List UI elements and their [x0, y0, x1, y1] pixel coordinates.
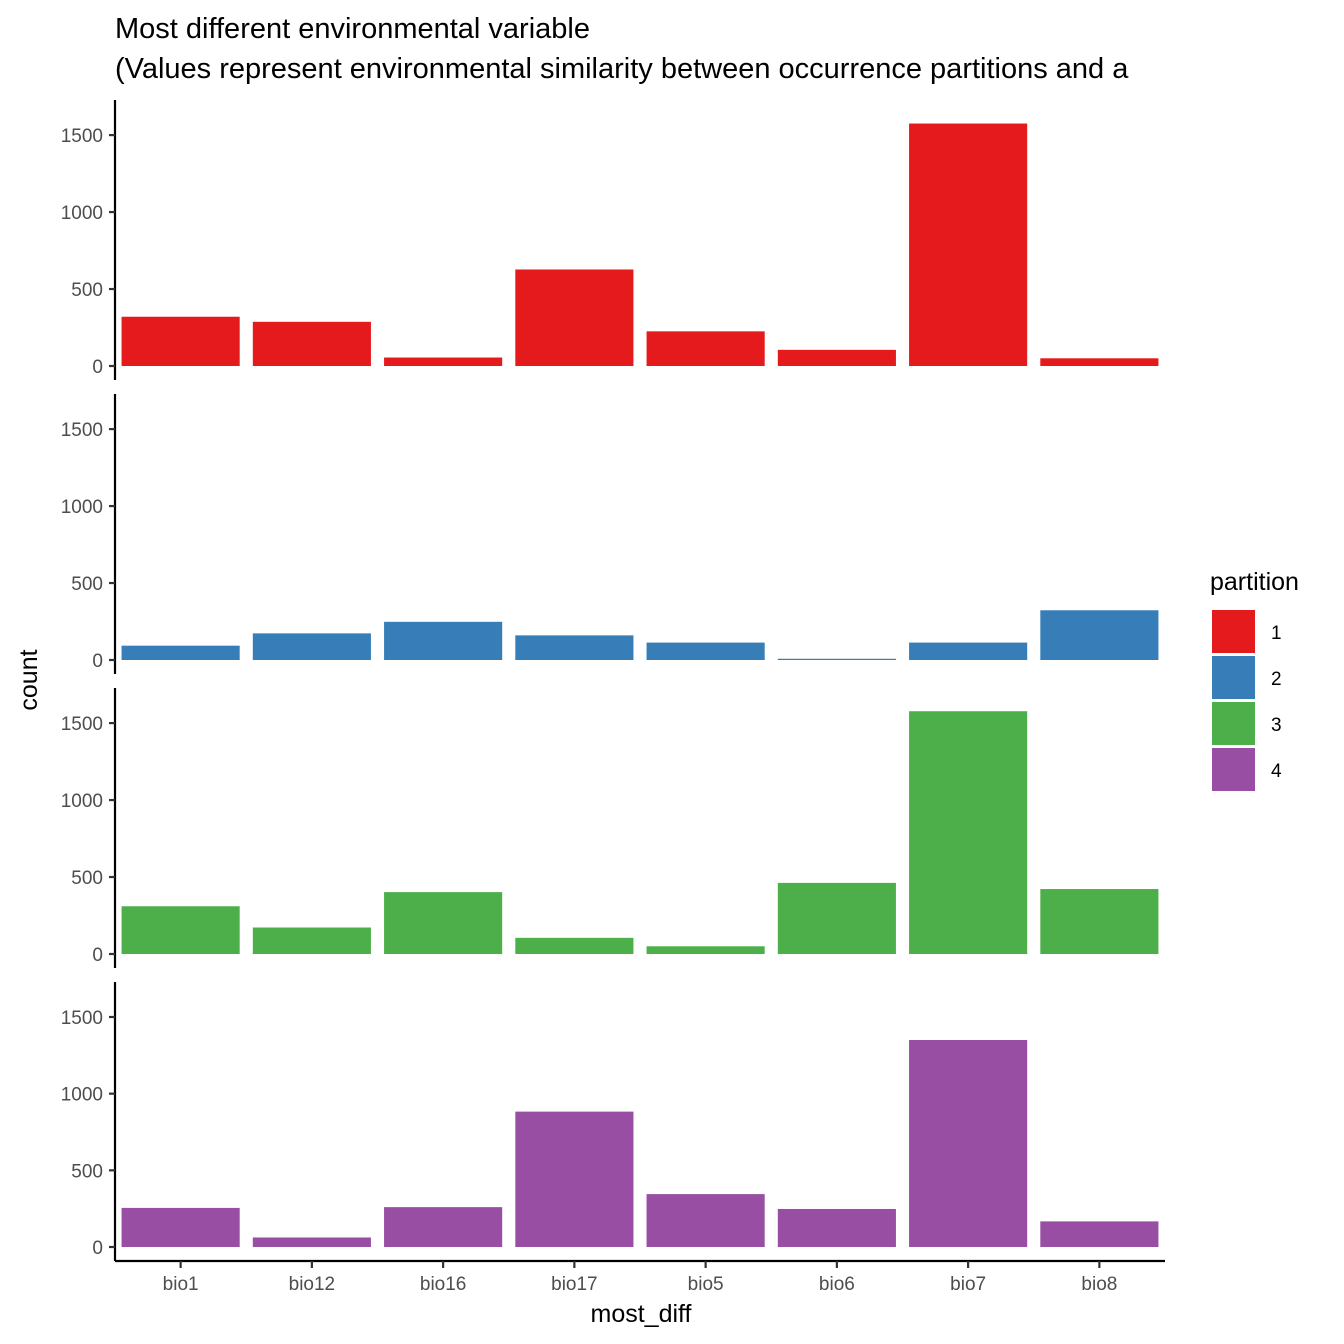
- bar-partition-2-bio16: [384, 621, 503, 660]
- y-tick-label: 500: [71, 868, 103, 889]
- y-tick-label: 1000: [61, 791, 103, 812]
- y-tick-label: 0: [92, 1238, 103, 1259]
- facet-panel-4: 0 500 1000 1500: [61, 982, 1159, 1261]
- y-tick-label: 1000: [61, 497, 103, 518]
- x-tick-label-bio17: bio17: [551, 1274, 598, 1295]
- bar-partition-1-bio5: [646, 331, 765, 366]
- legend-title: partition: [1210, 568, 1299, 596]
- bar-partition-2-bio5: [646, 642, 765, 660]
- y-tick-label: 500: [71, 574, 103, 595]
- y-tick-label: 500: [71, 280, 103, 301]
- bar-partition-3-bio16: [384, 892, 503, 954]
- legend-key-2: [1212, 656, 1255, 699]
- y-tick-label: 500: [71, 1161, 103, 1182]
- bar-partition-1-bio8: [1040, 358, 1159, 366]
- bar-partition-1-bio16: [384, 357, 503, 366]
- bar-partition-1-bio1: [121, 316, 240, 366]
- y-tick-label: 0: [92, 651, 103, 672]
- y-axis-title: count: [15, 649, 43, 710]
- bar-partition-1-bio6: [777, 349, 896, 366]
- bar-partition-4-bio7: [909, 1040, 1028, 1247]
- y-tick-label: 1500: [61, 1008, 103, 1029]
- bar-partition-2-bio8: [1040, 610, 1159, 660]
- bar-partition-3-bio7: [909, 711, 1028, 954]
- x-tick-label-bio6: bio6: [819, 1274, 855, 1295]
- bar-partition-4-bio6: [777, 1208, 896, 1247]
- legend-label-2: 2: [1271, 669, 1282, 690]
- y-tick-label: 1000: [61, 203, 103, 224]
- y-tick-label: 0: [92, 945, 103, 966]
- bar-partition-2-bio6: [777, 658, 896, 660]
- bar-partition-3-bio8: [1040, 889, 1159, 954]
- bar-partition-2-bio12: [252, 633, 371, 660]
- y-tick-label: 1500: [61, 126, 103, 147]
- facet-panel-1: 0 500 1000 1500: [61, 100, 1159, 380]
- x-axis-title: most_diff: [591, 1300, 692, 1328]
- legend-key-1: [1212, 610, 1255, 653]
- legend-label-4: 4: [1271, 761, 1282, 782]
- bar-partition-3-bio5: [646, 946, 765, 954]
- bar-partition-3-bio6: [777, 882, 896, 954]
- bar-partition-1-bio17: [515, 269, 634, 366]
- bar-partition-1-bio7: [909, 123, 1028, 366]
- bar-partition-4-bio17: [515, 1111, 634, 1247]
- bar-partition-4-bio8: [1040, 1221, 1159, 1247]
- bar-partition-3-bio12: [252, 927, 371, 954]
- bar-partition-4-bio1: [121, 1207, 240, 1247]
- legend-label-3: 3: [1271, 715, 1282, 736]
- facet-panel-3: 0 500 1000 1500: [61, 688, 1159, 968]
- bar-partition-2-bio1: [121, 645, 240, 660]
- bar-partition-3-bio1: [121, 906, 240, 954]
- bar-partition-1-bio12: [252, 321, 371, 366]
- x-tick-label-bio5: bio5: [688, 1274, 724, 1295]
- facet-panels: 0 500 1000 1500 0 500 1000 1500 0 500 1000 1500 0 500…: [61, 100, 1159, 1261]
- x-tick-label-bio8: bio8: [1081, 1274, 1117, 1295]
- legend-label-1: 1: [1271, 623, 1282, 644]
- legend: partition 1 2 3 4: [1210, 568, 1299, 791]
- y-tick-label: 1000: [61, 1085, 103, 1106]
- bar-partition-4-bio16: [384, 1207, 503, 1247]
- bar-partition-2-bio7: [909, 642, 1028, 660]
- chart-subtitle: (Values represent environmental similari…: [115, 53, 1129, 85]
- y-tick-label: 0: [92, 357, 103, 378]
- legend-key-3: [1212, 702, 1255, 745]
- x-tick-label-bio7: bio7: [950, 1274, 986, 1295]
- bar-partition-3-bio17: [515, 937, 634, 954]
- chart-title: Most different environmental variable: [115, 13, 590, 45]
- y-tick-label: 1500: [61, 714, 103, 735]
- facet-panel-2: 0 500 1000 1500: [61, 394, 1159, 674]
- y-tick-label: 1500: [61, 420, 103, 441]
- x-axis: bio1 bio12 bio16 bio17 bio5 bio6 bio7 bio8: [115, 1259, 1165, 1295]
- x-tick-label-bio12: bio12: [289, 1274, 336, 1295]
- legend-key-4: [1212, 748, 1255, 791]
- x-tick-label-bio1: bio1: [163, 1274, 199, 1295]
- bar-partition-4-bio12: [252, 1237, 371, 1247]
- x-tick-label-bio16: bio16: [420, 1274, 467, 1295]
- bar-partition-2-bio17: [515, 635, 634, 660]
- bar-partition-4-bio5: [646, 1194, 765, 1247]
